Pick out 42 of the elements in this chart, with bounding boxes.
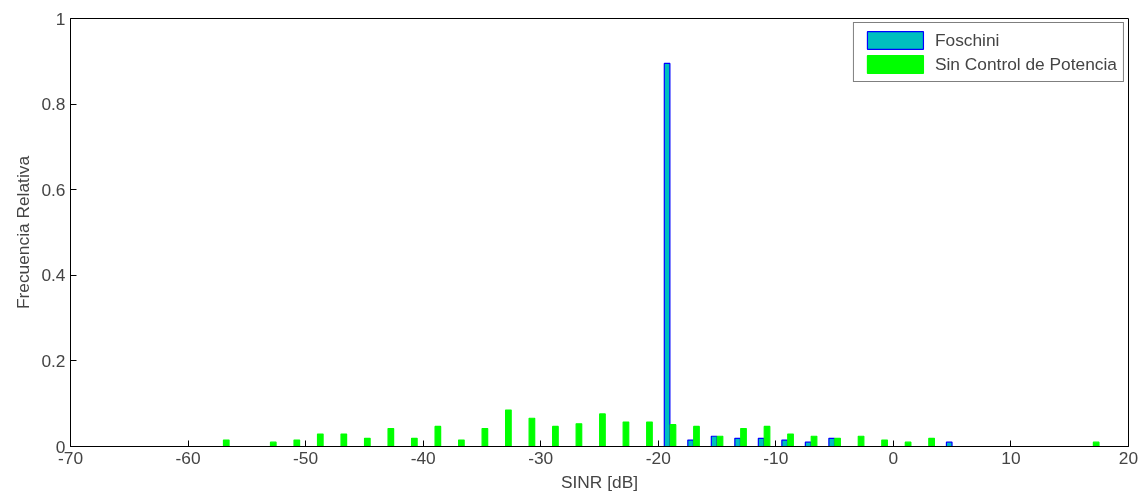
y-tick-label: 1: [55, 8, 66, 29]
legend-label: Sin Control de Potencia: [934, 53, 1117, 75]
y-tick-label: 0.8: [41, 94, 66, 115]
y-axis-title: Frecuencia Relativa: [13, 155, 34, 310]
x-tick-label: -50: [293, 447, 319, 468]
bar: [857, 435, 865, 447]
y-tick-label: 0.4: [41, 265, 66, 286]
bar: [340, 433, 348, 447]
bar: [434, 425, 442, 447]
bar: [222, 439, 230, 447]
bar: [410, 437, 418, 447]
bar: [575, 423, 583, 447]
y-tick-label: 0.6: [41, 179, 66, 200]
bar: [646, 421, 653, 447]
x-tick-label: 20: [1118, 447, 1139, 468]
bar: [928, 437, 935, 447]
x-tick-label: -40: [410, 447, 436, 468]
x-tick-label: 0: [888, 447, 899, 468]
x-axis-title: SINR [dB]: [560, 471, 639, 492]
bar: [316, 433, 324, 447]
x-tick-label: -60: [175, 447, 201, 468]
bar: [528, 417, 536, 447]
legend-label: Foschini: [934, 29, 1000, 51]
bar: [663, 62, 671, 447]
x-tick-label: 10: [1001, 447, 1021, 468]
bar: [293, 439, 301, 447]
bar: [552, 425, 559, 447]
bar: [881, 439, 888, 447]
bar: [693, 425, 700, 447]
y-tick-label: 0.2: [41, 350, 66, 371]
bar: [363, 437, 371, 447]
x-tick-label: -20: [645, 447, 671, 468]
bar: [740, 427, 747, 447]
bar: [457, 439, 465, 447]
bar: [505, 409, 512, 447]
bar: [599, 413, 606, 447]
bar: [481, 427, 489, 447]
bar: [834, 437, 841, 447]
bar: [787, 433, 794, 447]
bar: [387, 427, 395, 447]
x-tick-label: -10: [763, 447, 789, 468]
x-tick-label: -30: [528, 447, 554, 468]
